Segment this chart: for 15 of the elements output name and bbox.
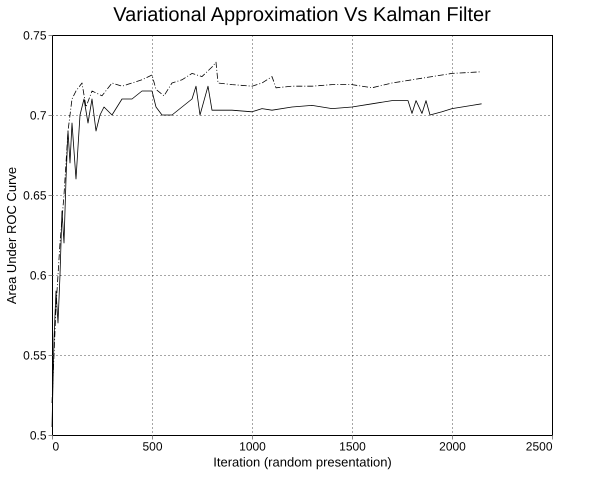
x-tick-label: 2500: [526, 440, 553, 454]
y-tick-label: 0.5: [30, 428, 47, 442]
y-tick-label: 0.6: [30, 268, 47, 282]
y-tick-label: 0.65: [23, 188, 47, 202]
x-tick-label: 0: [52, 440, 60, 454]
x-tick-label: 1500: [339, 440, 366, 454]
x-tick-label: 1000: [239, 440, 266, 454]
chart-title: Variational Approximation Vs Kalman Filter: [113, 4, 492, 26]
x-tick-label: 500: [142, 440, 163, 454]
y-tick-label: 0.75: [23, 28, 47, 42]
y-axis-title: Area Under ROC Curve: [4, 166, 20, 304]
y-tick-label: 0.55: [23, 348, 47, 362]
y-tick-label: 0.7: [30, 108, 47, 122]
x-tick-label: 2000: [439, 440, 466, 454]
x-axis-title: Iteration (random presentation): [213, 454, 392, 470]
